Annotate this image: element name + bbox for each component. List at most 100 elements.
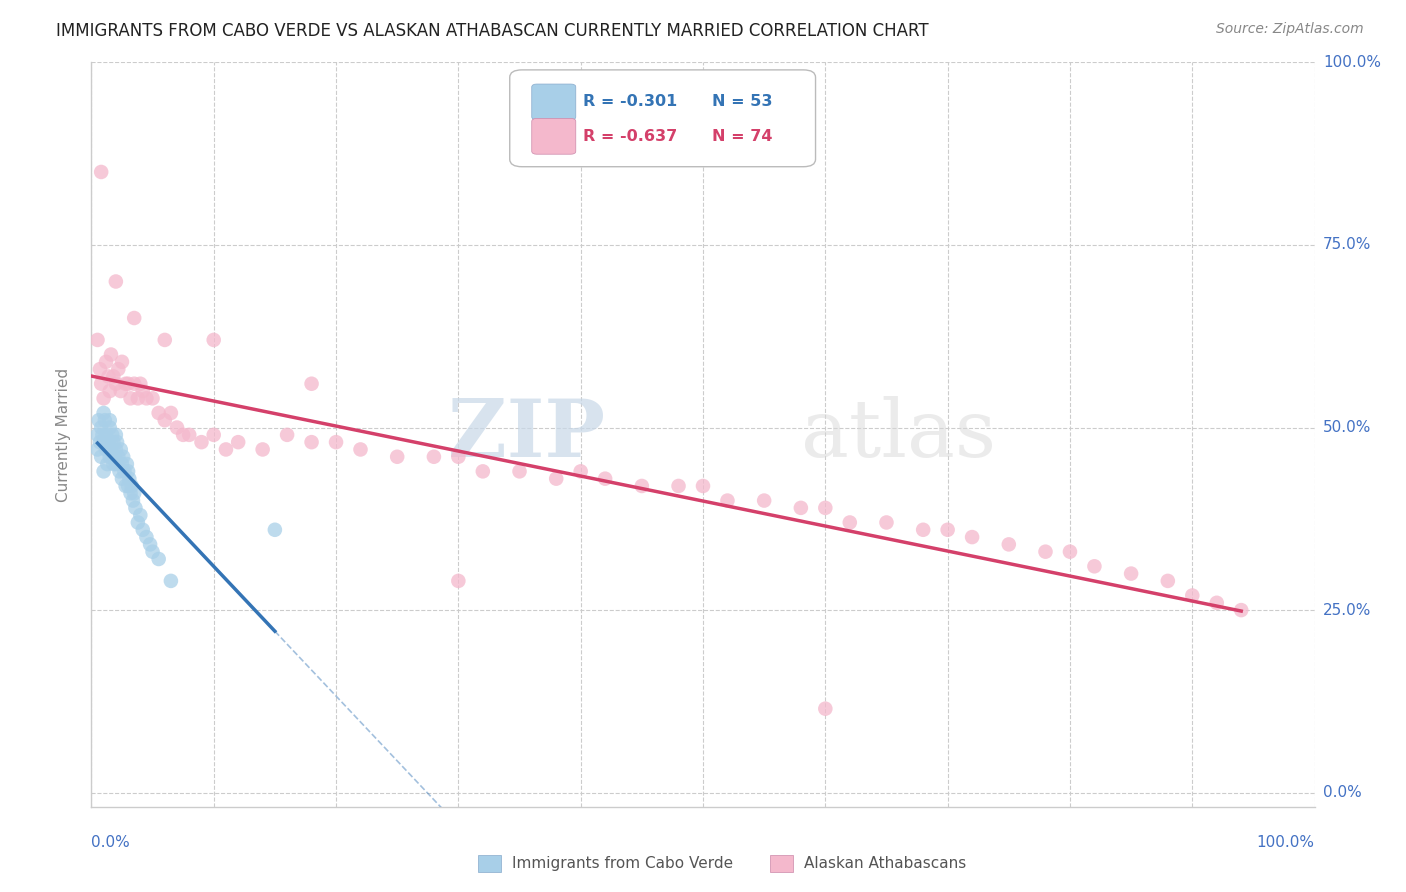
Point: [593, 472, 616, 486]
Text: N = 53: N = 53: [711, 95, 772, 110]
Point: [97, 435, 120, 450]
Point: [1157, 574, 1180, 588]
Point: [98, 384, 121, 398]
Text: 50.0%: 50.0%: [1323, 420, 1371, 435]
Point: [141, 392, 163, 406]
Point: [114, 479, 136, 493]
Point: [98, 420, 121, 434]
Point: [179, 428, 201, 442]
Point: [103, 369, 125, 384]
Point: [117, 376, 139, 391]
Point: [89, 435, 111, 450]
Text: atlas: atlas: [801, 396, 995, 474]
Point: [112, 450, 135, 464]
Point: [100, 442, 122, 457]
Point: [120, 486, 142, 500]
Point: [471, 464, 494, 478]
Point: [631, 479, 654, 493]
Point: [104, 450, 127, 464]
Text: R = -0.301: R = -0.301: [583, 95, 678, 110]
Point: [93, 435, 115, 450]
Point: [814, 500, 837, 515]
Point: [754, 493, 776, 508]
Point: [668, 479, 690, 493]
Point: [89, 362, 111, 376]
Point: [546, 472, 568, 486]
Point: [814, 701, 837, 715]
Point: [107, 450, 129, 464]
Point: [94, 442, 117, 457]
Point: [202, 333, 225, 347]
Point: [1059, 544, 1081, 558]
Point: [122, 311, 145, 326]
Point: [447, 574, 470, 588]
FancyBboxPatch shape: [510, 70, 815, 167]
Text: ZIP: ZIP: [449, 396, 605, 474]
Point: [790, 500, 813, 515]
Point: [301, 376, 323, 391]
Point: [104, 442, 127, 457]
Point: [252, 442, 274, 457]
Point: [118, 472, 141, 486]
Point: [875, 516, 898, 530]
Point: [122, 376, 145, 391]
Point: [716, 493, 738, 508]
Text: Alaskan Athabascans: Alaskan Athabascans: [804, 856, 966, 871]
Point: [190, 435, 212, 450]
Point: [105, 435, 128, 450]
Point: [132, 523, 155, 537]
Point: [111, 457, 134, 471]
Text: 100.0%: 100.0%: [1323, 55, 1381, 70]
Point: [98, 450, 121, 464]
Point: [93, 464, 115, 478]
Point: [90, 450, 112, 464]
Point: [90, 165, 112, 179]
Point: [100, 347, 122, 361]
Point: [94, 355, 117, 369]
Text: 100.0%: 100.0%: [1257, 835, 1315, 850]
Point: [86, 442, 108, 457]
Point: [1121, 566, 1143, 581]
Point: [569, 464, 592, 478]
Point: [148, 552, 170, 566]
Point: [447, 450, 470, 464]
Point: [104, 275, 127, 289]
Point: [124, 500, 146, 515]
Point: [135, 530, 157, 544]
Point: [94, 428, 117, 442]
Text: Source: ZipAtlas.com: Source: ZipAtlas.com: [1216, 22, 1364, 37]
Point: [129, 508, 152, 523]
Point: [94, 413, 117, 427]
Point: [98, 413, 121, 427]
Point: [349, 442, 371, 457]
Point: [108, 464, 131, 478]
Text: Immigrants from Cabo Verde: Immigrants from Cabo Verde: [512, 856, 733, 871]
FancyBboxPatch shape: [531, 84, 576, 120]
Text: 0.0%: 0.0%: [91, 835, 131, 850]
Point: [385, 450, 409, 464]
Point: [121, 479, 143, 493]
Point: [838, 516, 860, 530]
Point: [112, 464, 135, 478]
Point: [276, 428, 298, 442]
Point: [90, 376, 112, 391]
Point: [215, 442, 238, 457]
Point: [509, 464, 531, 478]
Point: [115, 457, 138, 471]
Point: [117, 479, 139, 493]
Point: [104, 428, 127, 442]
Text: N = 74: N = 74: [711, 128, 772, 144]
Point: [93, 392, 115, 406]
Point: [160, 406, 183, 420]
Point: [172, 428, 194, 442]
Text: 75.0%: 75.0%: [1323, 237, 1371, 252]
Point: [1230, 603, 1253, 617]
Point: [86, 428, 108, 442]
Point: [103, 435, 125, 450]
Point: [127, 516, 149, 530]
Point: [104, 376, 127, 391]
Point: [998, 537, 1021, 551]
Point: [325, 435, 347, 450]
Point: [912, 523, 935, 537]
Point: [93, 406, 115, 420]
